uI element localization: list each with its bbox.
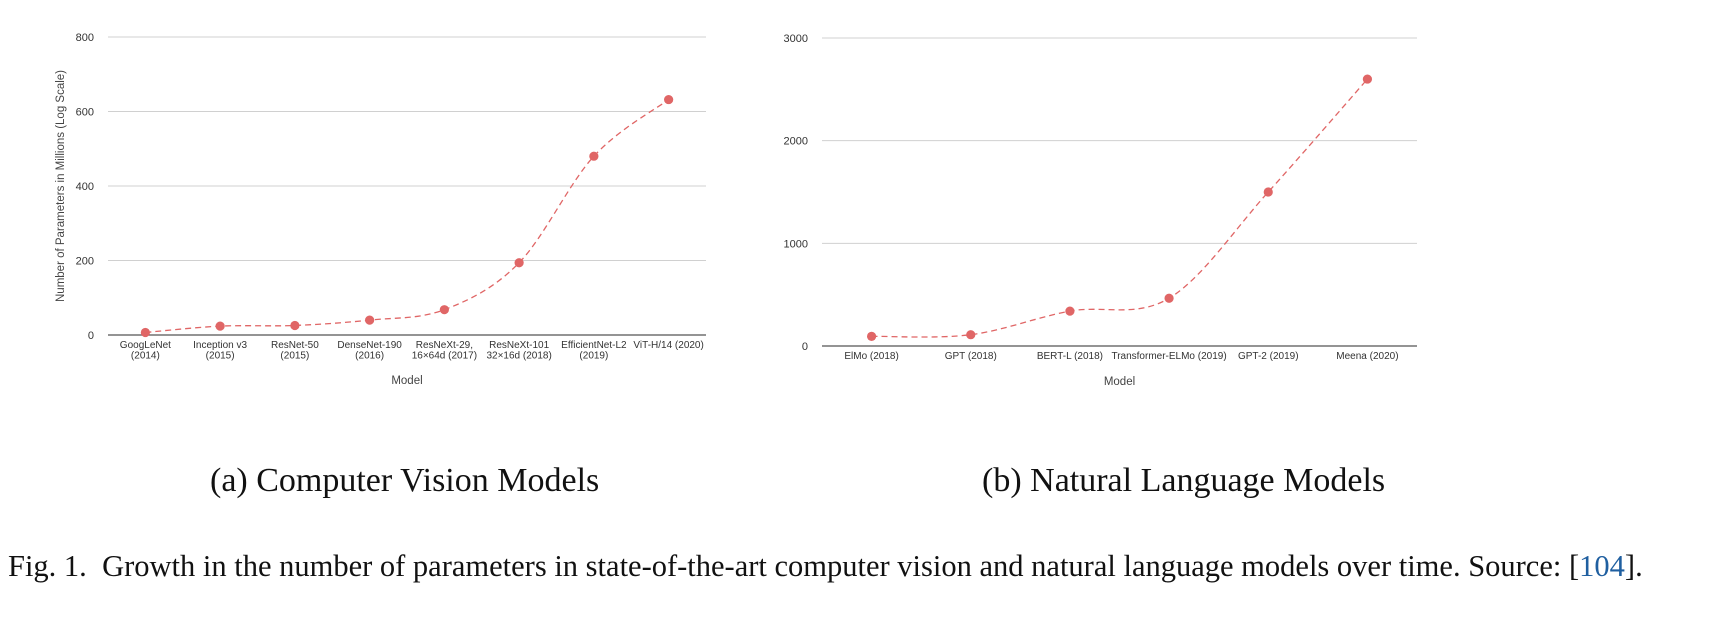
data-point xyxy=(215,321,225,331)
data-point xyxy=(1362,74,1373,84)
y-tick-label: 3000 xyxy=(784,33,808,45)
x-tick-label: Inception v3 xyxy=(193,340,247,351)
data-point xyxy=(514,258,524,268)
series-line xyxy=(145,99,670,334)
y-tick-label: 400 xyxy=(76,181,94,193)
data-point xyxy=(140,327,150,338)
x-tick-label: ResNeXt-101 xyxy=(489,340,549,351)
x-tick-label: Transformer-ELMo (2019) xyxy=(1111,351,1226,362)
figure-caption: Fig. 1. Growth in the number of paramete… xyxy=(8,544,1698,589)
chart-a-computer-vision: 0 200 400 600 800 GoogLeNet(2014) Inception v3… xyxy=(55,32,706,387)
x-tick-label: EfficientNet-L2 xyxy=(561,340,627,351)
data-point xyxy=(439,305,449,315)
chart-b-natural-language: 0 1000 2000 3000 ElMo (2018) GPT (2018) BERT-L… xyxy=(784,33,1417,388)
x-tick-label: GPT (2018) xyxy=(945,351,997,362)
panel-caption-b: (b) Natural Language Models xyxy=(982,462,1386,499)
y-tick-label: 200 xyxy=(76,256,94,268)
x-tick-label: DenseNet-190 xyxy=(337,340,402,351)
y-tick-label: 1000 xyxy=(784,238,808,250)
y-axis-title: Number of Parameters in Millions (Log Sc… xyxy=(55,70,67,302)
x-tick-label: ElMo (2018) xyxy=(844,351,898,362)
y-tick-label: 0 xyxy=(88,330,94,342)
figure-label: Fig. 1. xyxy=(8,549,87,583)
ref-open: [ xyxy=(1568,549,1580,583)
x-tick-label: GoogLeNet xyxy=(120,340,171,351)
x-tick-label: 16×64d (2017) xyxy=(412,351,477,362)
citation-link[interactable]: 104 xyxy=(1579,549,1625,583)
data-point xyxy=(1065,306,1075,316)
data-point xyxy=(589,151,599,161)
x-tick-label: (2015) xyxy=(206,351,235,362)
data-point xyxy=(365,315,375,325)
panel-caption-a: (a) Computer Vision Models xyxy=(210,462,600,499)
x-tick-label: (2015) xyxy=(280,351,309,362)
figure-caption-text: Growth in the number of parameters in st… xyxy=(102,549,1569,583)
x-tick-label: ResNet-50 xyxy=(271,340,319,351)
y-tick-label: 0 xyxy=(802,341,808,353)
data-point xyxy=(966,330,976,340)
data-point xyxy=(1164,293,1174,303)
x-tick-label: GPT-2 (2019) xyxy=(1238,351,1299,362)
x-tick-label: 32×16d (2018) xyxy=(486,351,551,362)
series-line xyxy=(871,78,1368,338)
x-tick-label: ViT-H/14 (2020) xyxy=(633,340,703,351)
x-axis-title: Model xyxy=(391,375,422,387)
x-tick-label: (2014) xyxy=(131,351,160,362)
x-tick-label: BERT-L (2018) xyxy=(1037,351,1103,362)
x-tick-label: (2019) xyxy=(579,351,608,362)
y-tick-label: 600 xyxy=(76,107,94,119)
x-tick-label: (2016) xyxy=(355,351,384,362)
x-tick-label: ResNeXt-29, xyxy=(416,340,473,351)
data-point xyxy=(1263,187,1273,197)
data-point xyxy=(866,331,877,341)
ref-close: ]. xyxy=(1624,549,1643,583)
x-tick-label: Meena (2020) xyxy=(1336,351,1398,362)
y-tick-label: 800 xyxy=(76,32,94,44)
data-point xyxy=(290,320,300,331)
x-axis-title: Model xyxy=(1104,376,1135,388)
data-point xyxy=(664,94,674,105)
y-tick-label: 2000 xyxy=(784,136,808,148)
